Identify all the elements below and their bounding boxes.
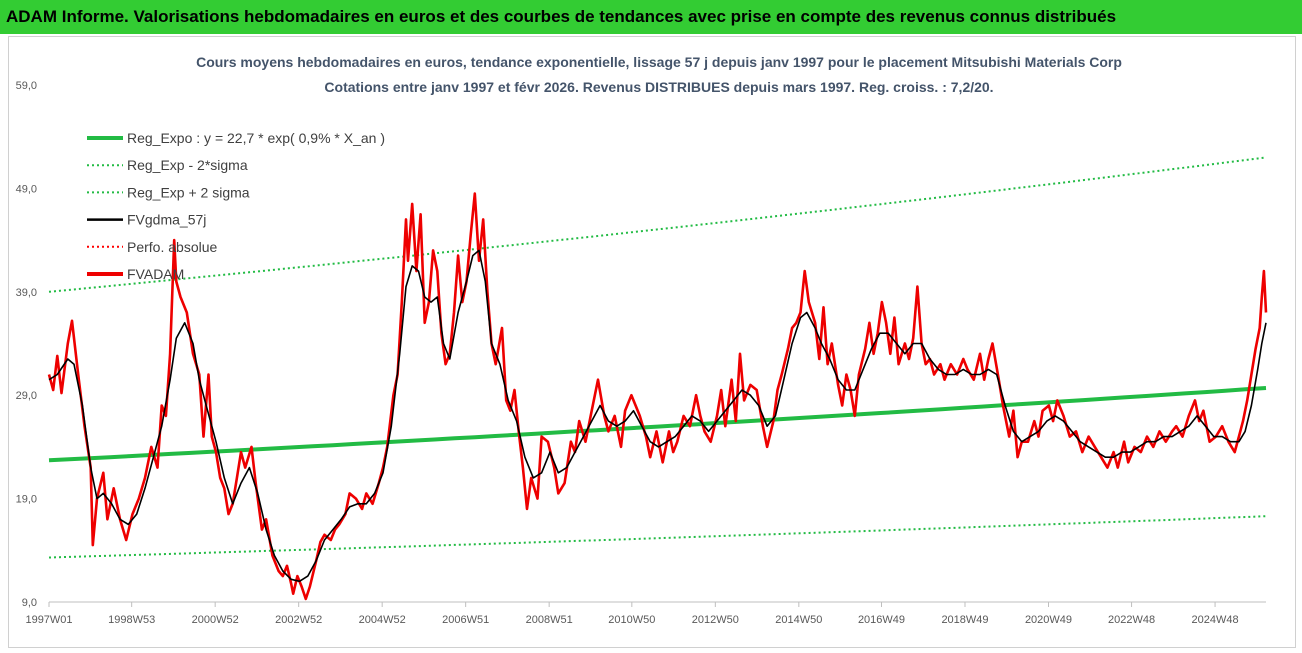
- y-tick-label: 49,0: [16, 183, 37, 195]
- chart-frame: Cours moyens hebdomadaires en euros, ten…: [8, 36, 1296, 648]
- y-tick-label: 29,0: [16, 390, 37, 402]
- x-tick-label: 2010W50: [608, 614, 655, 626]
- legend-label: Reg_Exp - 2*sigma: [127, 157, 248, 173]
- y-tick-label: 19,0: [16, 494, 37, 506]
- x-tick-label: 1997W01: [25, 614, 72, 626]
- x-tick-label: 2016W49: [858, 614, 905, 626]
- trend-chart: Cours moyens hebdomadaires en euros, ten…: [16, 54, 1268, 626]
- x-tick-label: 2002W52: [275, 614, 322, 626]
- legend-label: Reg_Expo : y = 22,7 * exp( 0,9% * X_an ): [127, 130, 385, 146]
- y-tick-label: 59,0: [16, 80, 37, 92]
- chart-subtitle: Cotations entre janv 1997 et févr 2026. …: [324, 79, 993, 95]
- x-tick-label: 2008W51: [526, 614, 573, 626]
- y-tick-label: 9,0: [22, 597, 37, 609]
- legend-label: FVADAM: [127, 266, 184, 282]
- x-tick-label: 2006W51: [442, 614, 489, 626]
- legend-label: Perfo. absolue: [127, 239, 217, 255]
- x-tick-label: 2014W50: [775, 614, 822, 626]
- legend: Reg_Expo : y = 22,7 * exp( 0,9% * X_an )…: [87, 130, 385, 282]
- x-tick-label: 2024W48: [1192, 614, 1239, 626]
- x-tick-label: 2018W49: [941, 614, 988, 626]
- x-axis: 1997W01 1998W53 2000W52 2002W52 2004W52 2006W…: [25, 602, 1239, 626]
- y-axis: 9,0 19,0 29,0 39,0 49,0 59,0: [16, 80, 37, 609]
- plot-area: [47, 156, 1268, 601]
- series-fvadam: [47, 192, 1268, 601]
- x-tick-label: 2000W52: [192, 614, 239, 626]
- x-tick-label: 2022W48: [1108, 614, 1155, 626]
- x-tick-label: 2004W52: [359, 614, 406, 626]
- series-reg-exp-plus-2sigma: [48, 156, 1267, 293]
- legend-label: FVgdma_57j: [127, 212, 206, 228]
- legend-label: Reg_Exp + 2 sigma: [127, 184, 250, 200]
- x-tick-label: 2020W49: [1025, 614, 1072, 626]
- chart-title: Cours moyens hebdomadaires en euros, ten…: [196, 54, 1122, 70]
- x-tick-label: 2012W50: [692, 614, 739, 626]
- series-fvgdma-57j: [48, 249, 1267, 583]
- y-tick-label: 39,0: [16, 287, 37, 299]
- x-tick-label: 1998W53: [108, 614, 155, 626]
- series-reg-exp-minus-2sigma: [48, 515, 1267, 559]
- report-banner: ADAM Informe. Valorisations hebdomadaire…: [0, 0, 1302, 34]
